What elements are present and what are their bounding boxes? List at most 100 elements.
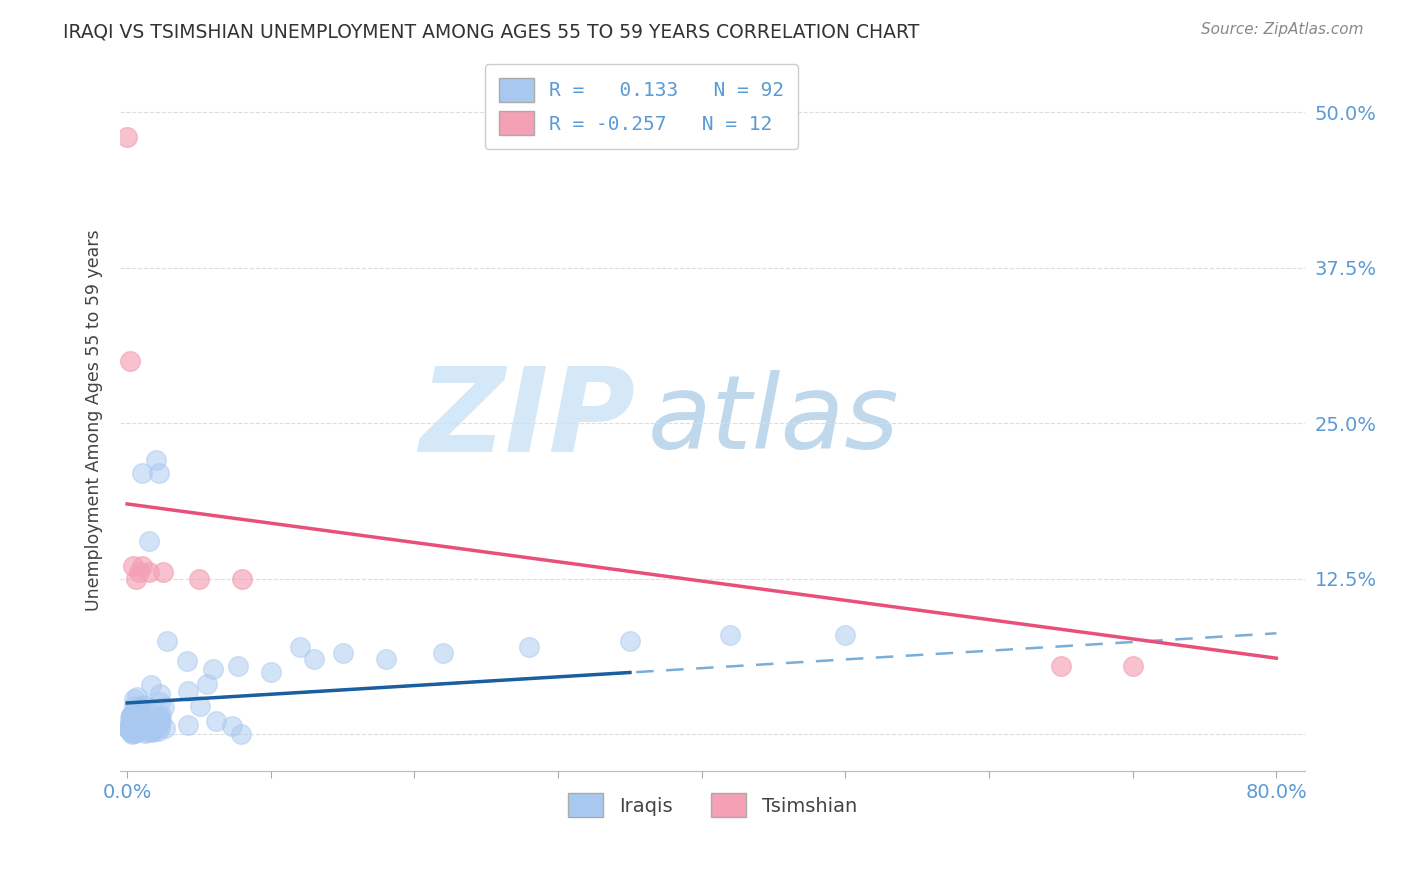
Point <box>188 699 211 714</box>
Point <box>122 699 145 714</box>
Point <box>131 559 153 574</box>
Point <box>120 725 142 739</box>
Point <box>374 652 396 666</box>
Point <box>432 646 454 660</box>
Point <box>148 710 170 724</box>
Point <box>125 712 148 726</box>
Point <box>125 572 148 586</box>
Point <box>229 726 252 740</box>
Point <box>124 705 146 719</box>
Point <box>149 695 172 709</box>
Y-axis label: Unemployment Among Ages 55 to 59 years: Unemployment Among Ages 55 to 59 years <box>86 229 103 611</box>
Point <box>128 704 150 718</box>
Point <box>121 719 143 733</box>
Point <box>128 699 150 714</box>
Point <box>152 566 174 580</box>
Point <box>288 640 311 654</box>
Point <box>302 652 325 666</box>
Point <box>149 720 172 734</box>
Point <box>120 722 142 736</box>
Point <box>125 720 148 734</box>
Point <box>156 634 179 648</box>
Point <box>117 721 139 735</box>
Point <box>720 627 742 641</box>
Point <box>153 700 176 714</box>
Text: atlas: atlas <box>647 370 898 470</box>
Point <box>141 678 163 692</box>
Point <box>149 712 172 726</box>
Point <box>124 725 146 739</box>
Point <box>127 720 149 734</box>
Point <box>231 572 253 586</box>
Point <box>136 725 159 739</box>
Point <box>145 453 167 467</box>
Point <box>127 717 149 731</box>
Point <box>1050 658 1073 673</box>
Point <box>142 721 165 735</box>
Point <box>1122 658 1144 673</box>
Point <box>122 559 145 574</box>
Point <box>134 721 156 735</box>
Point <box>120 720 142 734</box>
Point <box>127 721 149 735</box>
Point <box>177 718 200 732</box>
Point <box>619 633 641 648</box>
Point <box>120 709 142 723</box>
Text: Source: ZipAtlas.com: Source: ZipAtlas.com <box>1201 22 1364 37</box>
Point <box>128 700 150 714</box>
Point <box>141 725 163 739</box>
Point <box>132 698 155 712</box>
Point <box>125 709 148 723</box>
Point <box>134 698 156 713</box>
Point <box>118 722 141 736</box>
Point <box>260 665 283 679</box>
Point <box>150 708 173 723</box>
Point <box>138 566 160 580</box>
Point <box>141 712 163 726</box>
Point <box>134 725 156 739</box>
Point <box>117 722 139 736</box>
Point <box>148 466 170 480</box>
Point <box>131 717 153 731</box>
Point <box>221 719 243 733</box>
Legend: Iraqis, Tsimshian: Iraqis, Tsimshian <box>561 786 865 825</box>
Text: ZIP: ZIP <box>419 362 636 477</box>
Point <box>118 723 141 737</box>
Point <box>834 627 856 641</box>
Point <box>122 691 145 706</box>
Point <box>136 720 159 734</box>
Point <box>115 130 138 145</box>
Point <box>149 714 172 728</box>
Point <box>146 724 169 739</box>
Point <box>118 354 141 368</box>
Point <box>122 712 145 726</box>
Point <box>118 711 141 725</box>
Point <box>146 714 169 729</box>
Point <box>121 726 143 740</box>
Point <box>195 677 218 691</box>
Point <box>128 723 150 738</box>
Point <box>201 661 224 675</box>
Point <box>121 727 143 741</box>
Point <box>120 708 142 723</box>
Point <box>138 534 160 549</box>
Point <box>128 566 150 580</box>
Point <box>120 718 142 732</box>
Point <box>149 688 172 702</box>
Point <box>124 702 146 716</box>
Point <box>226 658 249 673</box>
Point <box>121 712 143 726</box>
Point <box>142 723 165 737</box>
Text: IRAQI VS TSIMSHIAN UNEMPLOYMENT AMONG AGES 55 TO 59 YEARS CORRELATION CHART: IRAQI VS TSIMSHIAN UNEMPLOYMENT AMONG AG… <box>63 22 920 41</box>
Point <box>188 572 211 586</box>
Point <box>129 706 152 721</box>
Point <box>519 640 541 654</box>
Point <box>139 721 162 735</box>
Point <box>143 723 166 738</box>
Point <box>177 684 200 698</box>
Point <box>127 723 149 737</box>
Point <box>120 709 142 723</box>
Point <box>124 719 146 733</box>
Point <box>127 717 149 731</box>
Point <box>332 646 354 660</box>
